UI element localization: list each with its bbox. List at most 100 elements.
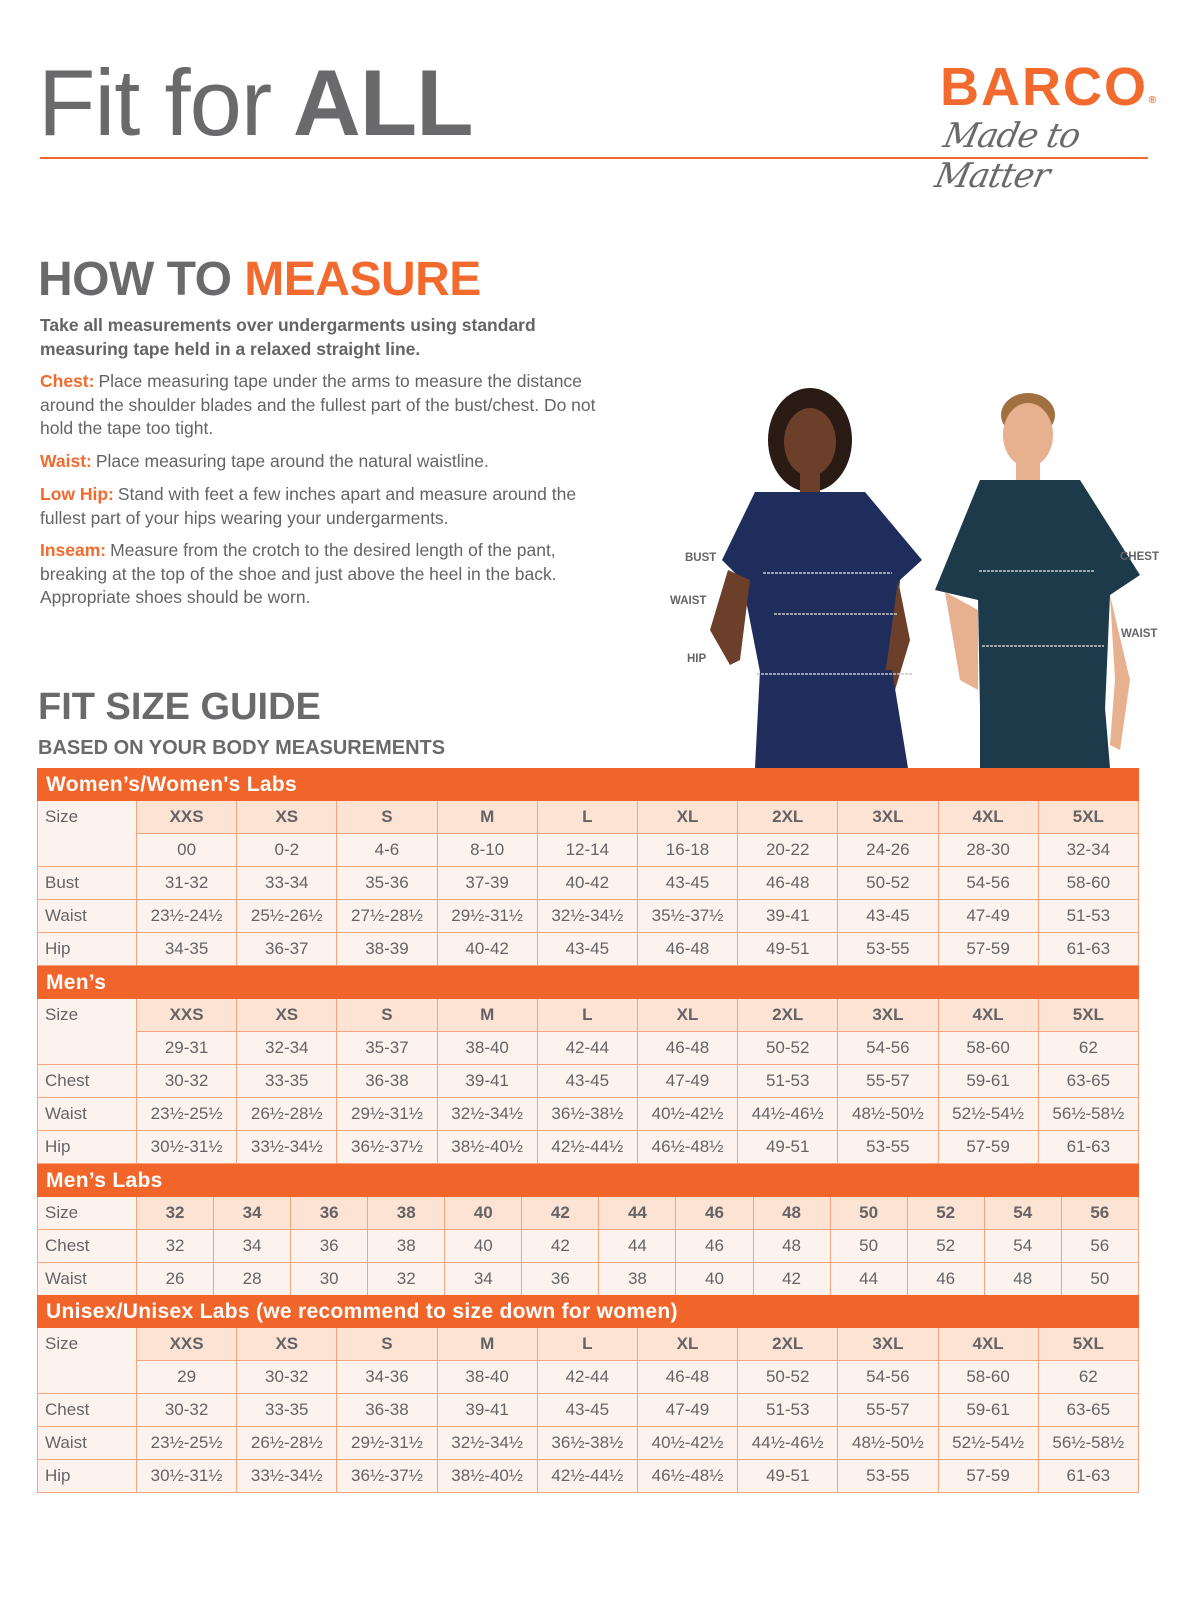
size-header: 42 (521, 1196, 600, 1230)
measurement-cell: 32 (367, 1262, 446, 1296)
size-number: 20-22 (737, 833, 839, 867)
measurement-cell: 42 (752, 1262, 831, 1296)
measurement-cell: 35½-37½ (636, 899, 739, 933)
size-number: 54-56 (837, 1360, 939, 1394)
measurement-cell: 56½-58½ (1037, 1097, 1140, 1131)
measurement-cell: 33½-34½ (236, 1459, 338, 1493)
size-header: 5XL (1037, 800, 1140, 834)
measurement-cell: 32 (135, 1229, 215, 1263)
measurement-cell: 51-53 (737, 1393, 839, 1427)
measurement-cell: 36½-38½ (536, 1426, 638, 1460)
measurement-cell: 30-32 (135, 1064, 238, 1098)
logo-registered: ® (1148, 95, 1158, 106)
measurement-cell: 46 (906, 1262, 985, 1296)
title-regular: Fit for (38, 50, 272, 155)
size-header: 3XL (837, 998, 939, 1032)
men-size-table: Men’s Size XXS XS S M L XL 2XL 3XL 4XL 5XL 29-31 32-3… (36, 966, 1140, 1164)
women-size-table: Women’s/Women's Labs Size XXS XS S M L XL 2XL 3XL… (37, 768, 1140, 966)
measurement-cell: 54-56 (937, 866, 1039, 900)
row-label: Waist (37, 1262, 137, 1296)
size-header: 2XL (737, 1327, 839, 1361)
size-number: 34-36 (336, 1360, 438, 1394)
measurement-cell: 59-61 (937, 1064, 1039, 1098)
measurement-cell: 36½-37½ (336, 1130, 438, 1164)
size-number: 28-30 (937, 833, 1039, 867)
size-number: 24-26 (837, 833, 939, 867)
instruction-text: Place measuring tape under the arms to m… (40, 371, 596, 438)
measurement-cell: 29½-31½ (436, 899, 538, 933)
size-number: 30-32 (236, 1360, 338, 1394)
measurement-cell: 55-57 (837, 1393, 939, 1427)
measurement-cell: 34-35 (135, 932, 238, 966)
measurement-cell: 40 (444, 1229, 523, 1263)
page-title: Fit for ALL (38, 56, 474, 150)
models-illustration (710, 388, 1140, 768)
size-header: XS (236, 1327, 338, 1361)
fit-size-guide-heading: FIT SIZE GUIDE (38, 686, 321, 728)
chest-label: CHEST (1120, 551, 1159, 563)
measurement-cell: 48½-50½ (837, 1097, 939, 1131)
measurement-cell: 38½-40½ (436, 1130, 538, 1164)
measurement-cell: 39-41 (436, 1064, 538, 1098)
size-header: L (536, 998, 638, 1032)
row-label: Bust (37, 866, 137, 900)
size-number: 4-6 (336, 833, 438, 867)
section-title: Unisex/Unisex Labs (we recommend to size… (37, 1295, 1139, 1328)
measurement-cell: 36 (521, 1262, 600, 1296)
size-header: 3XL (837, 1327, 939, 1361)
measurement-cell: 44½-46½ (737, 1097, 839, 1131)
measure-intro: Take all measurements over undergarments… (40, 315, 536, 359)
measurement-cell: 36 (290, 1229, 369, 1263)
men-waist-label: WAIST (1121, 628, 1158, 640)
measurement-cell: 53-55 (837, 1130, 939, 1164)
measurement-cell: 56 (1060, 1229, 1139, 1263)
measurement-cell: 40½-42½ (636, 1426, 739, 1460)
measurement-cell: 38½-40½ (436, 1459, 538, 1493)
size-row: Size XXS XS S M L XL 2XL 3XL 4XL 5XL (37, 998, 1140, 1065)
measurement-cell: 26½-28½ (236, 1097, 338, 1131)
size-number: 32-34 (236, 1031, 338, 1065)
size-header: 5XL (1037, 1327, 1139, 1361)
measurement-cell: 39-41 (436, 1393, 538, 1427)
size-header: 5XL (1037, 998, 1140, 1032)
table-row: Waist 23½-25½ 26½-28½ 29½-31½ 32½-34½ 36½-38½… (37, 1426, 1139, 1460)
size-number: 46-48 (636, 1031, 739, 1065)
table-row: Waist 26 28 30 32 34 36 38 40 42 44 46 48 50 (37, 1262, 1139, 1296)
heading-part-2: MEASURE (244, 253, 481, 306)
measurement-cell: 63-65 (1037, 1393, 1139, 1427)
measurement-cell: 26 (135, 1262, 215, 1296)
row-label: Hip (37, 1459, 137, 1493)
size-header: XL (636, 998, 739, 1032)
woman-figure (710, 388, 922, 768)
measurement-cell: 52½-54½ (937, 1426, 1039, 1460)
size-number: 50-52 (737, 1360, 839, 1394)
bust-label: BUST (685, 552, 717, 564)
men-labs-size-table: Men’s Labs Size 32 34 36 38 40 42 44 46 48 50 52 54 56… (37, 1164, 1139, 1296)
size-header: XL (636, 800, 739, 834)
size-number: 0-2 (236, 833, 338, 867)
size-number: 16-18 (636, 833, 739, 867)
size-header: 52 (906, 1196, 985, 1230)
size-number-row: 29-31 32-34 35-37 38-40 42-44 46-48 50-52 54-56… (38, 1031, 1140, 1065)
inseam-instruction: Inseam: Measure from the crotch to the de… (40, 539, 610, 610)
measurement-cell: 30 (290, 1262, 369, 1296)
size-header: 2XL (737, 998, 839, 1032)
size-header: XL (636, 1327, 739, 1361)
measurement-cell: 43-45 (837, 899, 939, 933)
size-header: 56 (1060, 1196, 1139, 1230)
measurement-cell: 59-61 (937, 1393, 1039, 1427)
measurement-cell: 50-52 (837, 866, 939, 900)
measurement-cell: 46-48 (737, 866, 839, 900)
size-header: S (336, 998, 438, 1032)
row-label: Hip (37, 932, 137, 966)
table-row: Waist 23½-25½ 26½-28½ 29½-31½ 32½-34½ 36½-38½… (37, 1097, 1140, 1131)
measurement-cell: 34 (213, 1229, 292, 1263)
size-header: 38 (367, 1196, 446, 1230)
measurement-cell: 57-59 (937, 932, 1039, 966)
man-figure (935, 393, 1140, 768)
size-number-row: 00 0-2 4-6 8-10 12-14 16-18 20-22 24-26 28-30 32-… (38, 833, 1140, 867)
row-label: Chest (37, 1064, 137, 1098)
size-header: 40 (444, 1196, 523, 1230)
measurement-cell: 53-55 (837, 932, 939, 966)
measurement-cell: 57-59 (937, 1130, 1039, 1164)
